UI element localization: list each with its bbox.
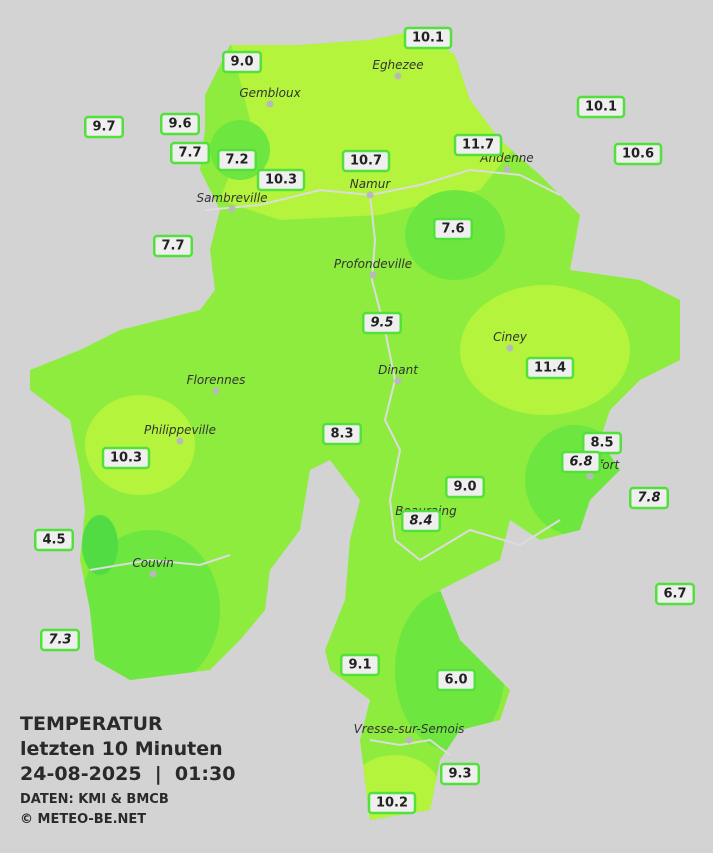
city-label: Namur <box>350 177 392 191</box>
station-box <box>84 115 124 139</box>
city-label: Ciney <box>493 330 528 344</box>
station-box <box>436 668 476 692</box>
source: DATEN: KMI & BMCB <box>20 792 169 807</box>
city-dot <box>405 736 413 744</box>
station-value: 10.6 <box>622 147 654 162</box>
station-value: 9.6 <box>168 117 191 132</box>
station-value: 6.8 <box>569 455 592 470</box>
stations: 10.1 9.0 9.7 9.6 7.7 7.2 10.3 10.7 11.7 10.1 10.6 7… <box>34 26 695 815</box>
city-label: Sambreville <box>196 191 267 205</box>
station-value: 8.5 <box>590 436 613 451</box>
station-value: 6.0 <box>444 673 467 688</box>
station-box <box>340 653 380 677</box>
station-value: 7.6 <box>441 222 464 237</box>
station-box <box>655 582 695 606</box>
city-label: Dinant <box>378 363 419 377</box>
station-value: 10.2 <box>376 796 408 811</box>
station-value: 8.3 <box>330 427 353 442</box>
city-dot <box>369 271 377 279</box>
station-box <box>561 450 601 474</box>
city-label: Eghezee <box>372 58 423 72</box>
city-dot <box>212 387 220 395</box>
city-dot <box>149 570 157 578</box>
station-value: 9.1 <box>348 658 371 673</box>
station-box <box>322 422 362 446</box>
city-dot <box>394 72 402 80</box>
city-dot <box>228 205 236 213</box>
station-box <box>576 95 626 119</box>
station-value: 11.7 <box>462 138 494 153</box>
title: TEMPERATUR <box>20 713 163 735</box>
station-value: 9.5 <box>370 316 393 331</box>
city-label: Profondeville <box>334 257 412 271</box>
city-dot <box>366 191 374 199</box>
station-box <box>256 168 306 192</box>
station-box <box>401 509 441 533</box>
station-value: 4.5 <box>42 533 65 548</box>
station-box <box>445 475 485 499</box>
station-box <box>101 446 151 470</box>
station-value: 7.8 <box>637 491 660 506</box>
city-label: Philippeville <box>144 423 216 437</box>
station-value: 11.4 <box>534 361 566 376</box>
station-value: 7.7 <box>161 239 184 254</box>
station-value: 9.3 <box>448 767 471 782</box>
station-value: 7.3 <box>48 633 71 648</box>
station-box <box>440 762 480 786</box>
station-value: 7.7 <box>178 146 201 161</box>
city-dot <box>506 344 514 352</box>
station-box <box>403 26 453 50</box>
city-label: Florennes <box>187 373 246 387</box>
station-value: 9.7 <box>92 120 115 135</box>
city-dot <box>394 377 402 385</box>
station-box <box>222 50 262 74</box>
station-value: 10.3 <box>265 173 297 188</box>
station-box <box>629 486 669 510</box>
city-dot <box>586 472 594 480</box>
station-box <box>525 356 575 380</box>
station-value: 9.0 <box>230 55 253 70</box>
datetime: 24-08-2025 | 01:30 <box>20 763 235 785</box>
station-box <box>367 791 417 815</box>
station-box <box>40 628 80 652</box>
station-value: 10.3 <box>110 451 142 466</box>
station-value: 9.0 <box>453 480 476 495</box>
station-box <box>613 142 663 166</box>
station-box <box>362 311 402 335</box>
city-dot <box>503 165 511 173</box>
station-box <box>217 148 257 172</box>
city-label: Couvin <box>132 556 173 570</box>
station-box <box>341 149 391 173</box>
city-label: Vresse-sur-Semois <box>354 722 465 736</box>
station-box <box>34 528 74 552</box>
station-box <box>160 112 200 136</box>
station-box <box>153 234 193 258</box>
station-box <box>170 141 210 165</box>
station-value: 7.2 <box>225 153 248 168</box>
city-label: Gembloux <box>239 86 301 100</box>
station-box <box>433 217 473 241</box>
station-box <box>453 133 503 157</box>
station-value: 10.1 <box>412 31 444 46</box>
copyright: © METEO-BE.NET <box>20 812 146 827</box>
station-value: 6.7 <box>663 587 686 602</box>
city-dot <box>176 437 184 445</box>
city-dot <box>266 100 274 108</box>
station-value: 10.1 <box>585 100 617 115</box>
station-box <box>582 431 622 455</box>
station-value: 8.4 <box>409 514 432 529</box>
station-value: 10.7 <box>350 154 382 169</box>
subtitle: letzten 10 Minuten <box>20 738 223 760</box>
